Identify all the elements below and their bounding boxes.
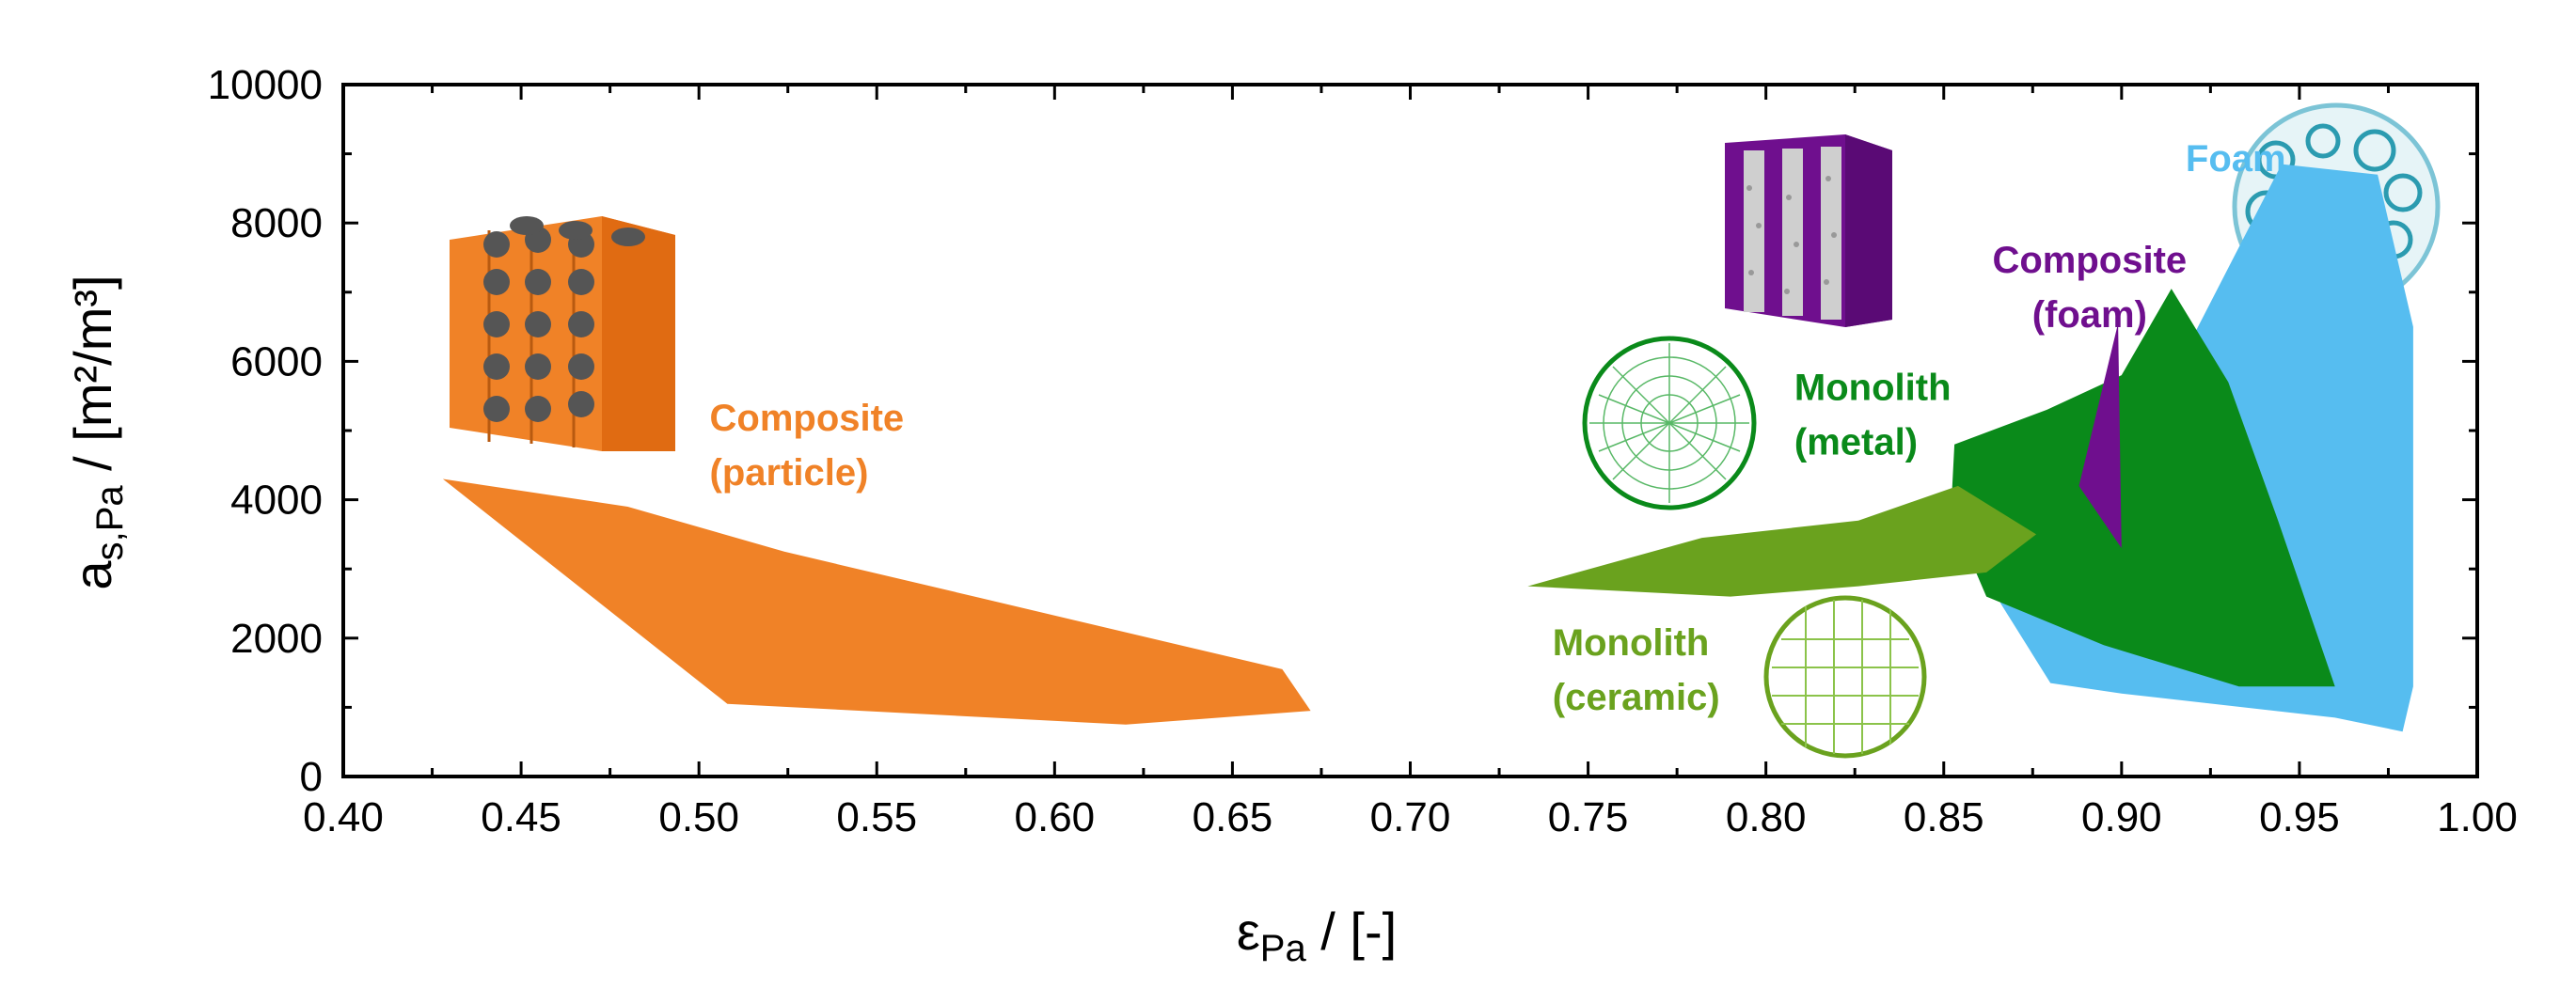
x-tick-label: 0.75 <box>1548 794 1629 840</box>
x-tick-label: 0.90 <box>2081 794 2162 840</box>
y-tick-label: 8000 <box>230 200 323 246</box>
x-tick-label: 0.65 <box>1193 794 1273 840</box>
monolith-ceramic-illustration <box>1763 595 1927 759</box>
composite-particle-illustration <box>450 216 675 451</box>
x-axis-label: εPa / [-] <box>1237 902 1397 969</box>
x-tick-label: 0.80 <box>1726 794 1807 840</box>
x-tick-label: 0.95 <box>2259 794 2340 840</box>
y-axis-label: as,Pa / [m²/m³] <box>63 275 131 589</box>
x-tick-label: 0.50 <box>658 794 739 840</box>
monolith-metal-illustration <box>1582 336 1757 510</box>
label-composite-foam: Composite (foam) <box>1992 240 2187 336</box>
label-foam: Foam <box>2186 138 2286 180</box>
region-composite-foam <box>2078 322 2122 549</box>
y-tick-label: 2000 <box>230 616 323 662</box>
x-tick-label: 0.85 <box>1904 794 1984 840</box>
y-tick-label: 6000 <box>230 338 323 384</box>
label-monolith-metal: Monolith (metal) <box>1794 368 1952 463</box>
x-tick-label: 0.60 <box>1015 794 1096 840</box>
region-composite-particle <box>442 478 1311 725</box>
x-tick-label: 0.55 <box>836 794 917 840</box>
composite-foam-illustration <box>1725 134 1892 327</box>
x-tick-label: 1.00 <box>2437 794 2518 840</box>
label-composite-particle: Composite (particle) <box>710 398 905 494</box>
y-tick-label: 10000 <box>208 62 323 108</box>
label-monolith-ceramic: Monolith (ceramic) <box>1553 622 1720 718</box>
x-tick-label: 0.70 <box>1370 794 1451 840</box>
y-tick-label: 0 <box>300 754 323 800</box>
region-monolith-ceramic <box>1527 485 2037 597</box>
x-tick-label: 0.45 <box>481 794 561 840</box>
x-tick-label: 0.40 <box>303 794 384 840</box>
y-tick-label: 4000 <box>230 478 323 524</box>
region-monolith-metal <box>1951 289 2335 687</box>
